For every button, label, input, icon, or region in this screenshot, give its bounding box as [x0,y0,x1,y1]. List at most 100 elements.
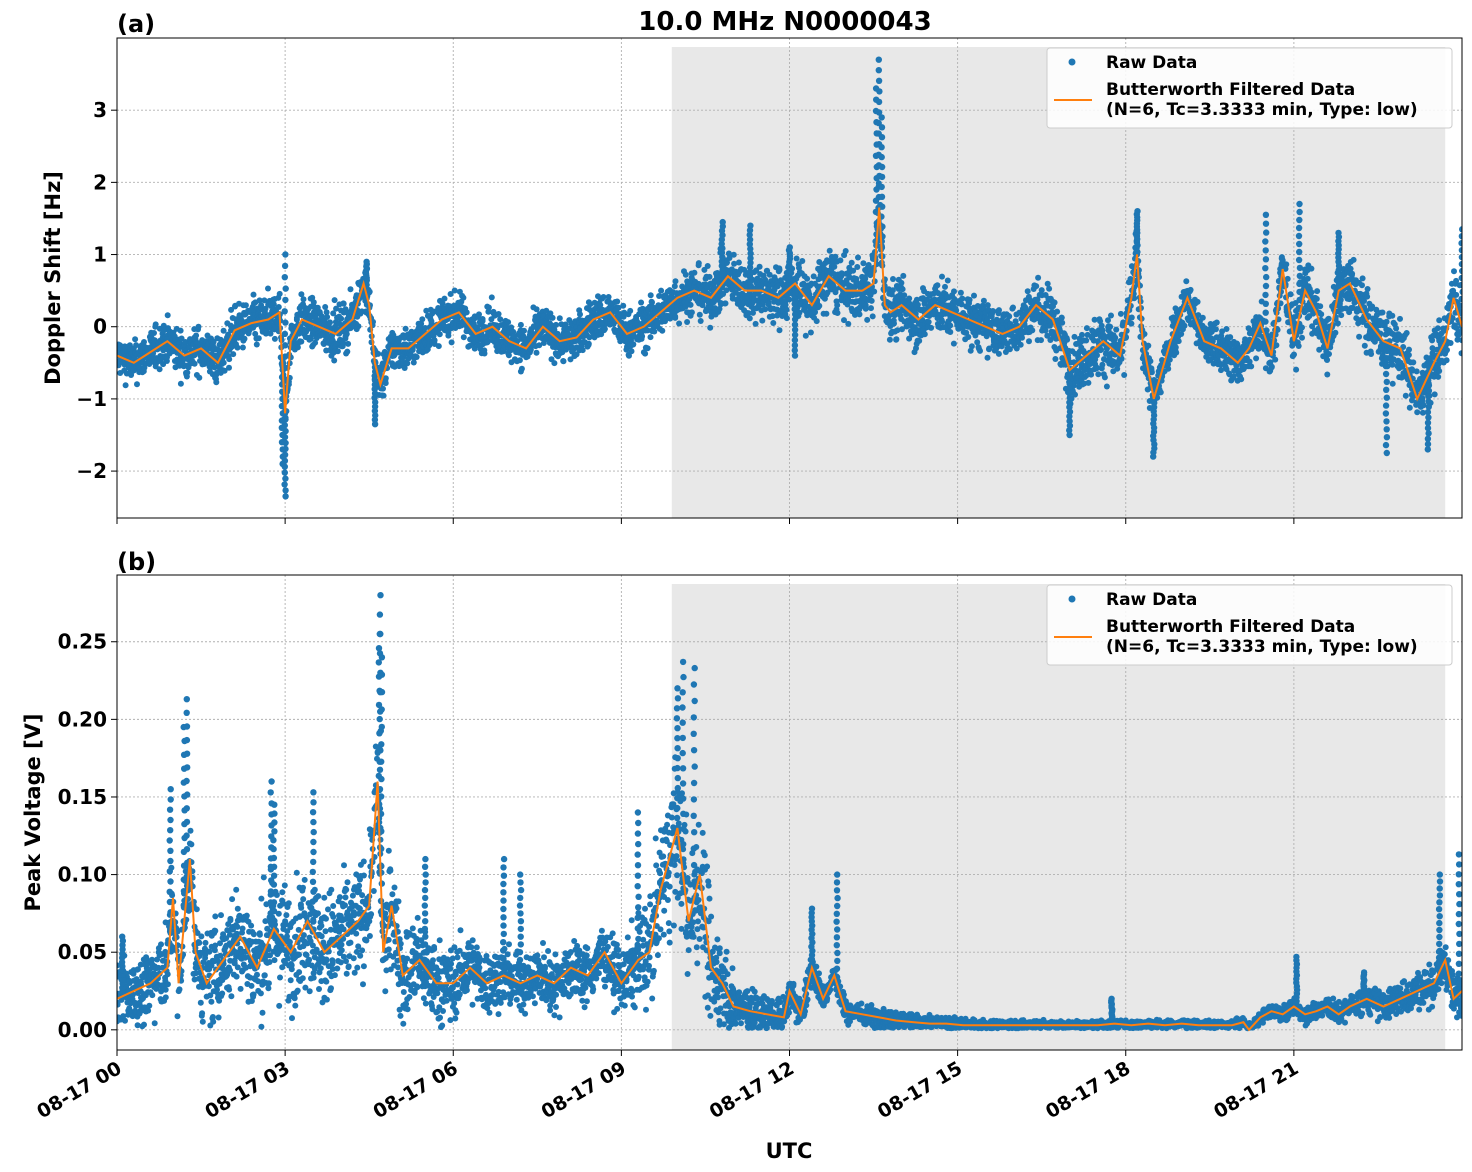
raw-data-point [601,326,608,332]
raw-data-point [600,294,607,300]
raw-data-point [1295,343,1302,349]
raw-data-point [270,301,277,308]
raw-data-outlier [281,353,289,360]
raw-data-point [816,302,823,309]
raw-data-point [977,347,983,354]
raw-data-point [253,341,260,348]
raw-data-point [1389,312,1396,319]
raw-data-point [647,292,654,299]
raw-data-point [1453,291,1460,298]
raw-data-point [560,358,567,365]
raw-data-point [448,339,455,346]
raw-data-point [1443,357,1450,364]
raw-data-point [967,347,974,354]
raw-data-point [724,259,730,266]
raw-data-point [731,260,738,267]
raw-data-point [642,350,649,357]
raw-data-point [756,263,763,270]
raw-data-point [630,341,637,348]
raw-data-point [334,348,341,355]
raw-data-point [323,309,330,316]
raw-data-point [1058,314,1065,321]
raw-data-point [921,331,928,338]
raw-data-outlier [746,241,753,248]
raw-data-point [1334,320,1341,327]
raw-data-point [1230,373,1237,380]
raw-data-point [1272,356,1279,363]
raw-data-point [1095,371,1102,378]
raw-data-point [1099,327,1106,334]
raw-data-point [1409,397,1415,404]
raw-data-point [355,323,362,330]
raw-data-point [906,295,913,302]
raw-data-point [623,346,630,353]
raw-data-outlier [873,119,880,126]
raw-data-point [893,336,900,343]
raw-data-outlier [875,67,882,74]
raw-data-point [802,332,809,339]
raw-data-point [1006,313,1013,320]
raw-data-point [228,306,235,313]
raw-data-point [242,302,249,309]
raw-data-point [1034,296,1041,303]
raw-data-point [1083,372,1090,379]
raw-data-point [947,322,954,329]
raw-data-point [799,258,806,264]
raw-data-point [899,326,905,333]
raw-data-point [298,291,305,298]
raw-data-point [1420,402,1427,409]
raw-data-point [1099,361,1106,368]
raw-data-point [1052,356,1059,362]
raw-data-point [327,319,333,326]
raw-data-outlier [873,141,880,148]
raw-data-outlier [281,274,288,281]
raw-data-point [928,324,935,331]
raw-data-point [488,294,495,301]
raw-data-point [1419,409,1426,416]
raw-data-point [294,344,301,351]
raw-data-point [1291,351,1297,358]
raw-data-point [1337,296,1344,303]
raw-data-point [1406,404,1413,411]
raw-data-point [627,307,634,314]
raw-data-point [1223,326,1230,332]
raw-data-point [913,296,920,303]
raw-data-point [1449,315,1456,322]
raw-data-point [533,349,540,356]
raw-data-point [686,296,693,303]
raw-data-outlier [872,85,880,92]
raw-data-point [850,267,857,274]
raw-data-point [691,269,698,276]
raw-data-point [957,289,964,296]
raw-data-point [1172,344,1179,351]
raw-data-outlier [1150,453,1157,460]
raw-data-point [890,276,896,282]
raw-data-point [553,321,559,328]
raw-data-point [1436,368,1443,374]
raw-data-point [577,311,583,318]
raw-data-point [741,266,748,273]
raw-data-point [177,327,184,334]
raw-data-point [1364,293,1371,300]
raw-data-point [925,319,932,325]
raw-data-point [1429,337,1436,344]
raw-data-point [805,292,812,298]
raw-data-point [191,360,198,367]
raw-data-point [1406,346,1412,353]
raw-data-point [226,356,233,363]
raw-data-outlier [747,255,754,262]
raw-data-point [1299,334,1305,341]
raw-data-point [1379,309,1386,316]
raw-data-point [984,354,991,361]
raw-data-point [783,315,790,322]
raw-data-point [132,336,139,343]
raw-data-point [1389,361,1396,368]
raw-data-point [331,297,338,304]
raw-data-point [331,357,338,364]
raw-data-point [1287,291,1294,298]
raw-data-outlier [878,153,885,161]
raw-data-outlier [786,244,793,251]
raw-data-outlier [746,268,754,276]
raw-data-outlier [873,130,880,137]
raw-data-point [1403,330,1410,336]
